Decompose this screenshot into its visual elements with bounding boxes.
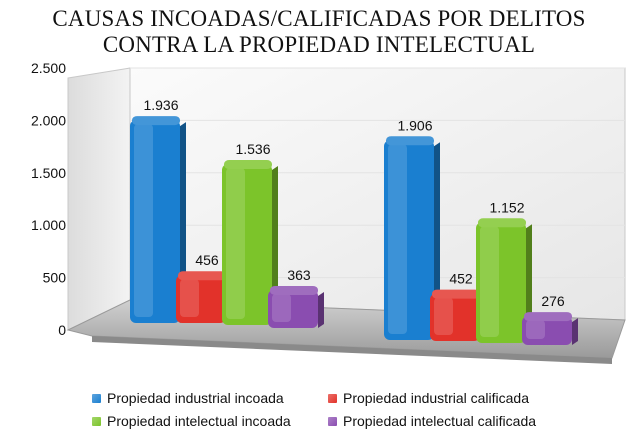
bar-top <box>478 218 526 228</box>
bar <box>384 136 440 340</box>
y-tick-label: 2.000 <box>31 112 66 128</box>
y-tick-label: 1.500 <box>31 165 66 181</box>
legend-item: Propiedad intelectual calificada <box>328 413 588 429</box>
legend-label: Propiedad intelectual incoada <box>107 413 291 429</box>
y-tick-label: 0 <box>58 322 66 338</box>
bar-top <box>224 160 272 170</box>
legend-swatch <box>328 416 337 426</box>
y-axis: 0 500 1.000 1.500 2.000 2.500 <box>31 60 66 338</box>
y-tick-label: 500 <box>43 270 67 286</box>
bar-highlight <box>226 168 245 319</box>
legend-label: Propiedad industrial calificada <box>343 390 529 406</box>
bar <box>130 116 186 323</box>
bar <box>268 285 324 328</box>
bar-side <box>572 318 578 345</box>
bar-chart: 0 500 1.000 1.500 2.000 2.500 1.936 1.906 456 45… <box>31 60 626 364</box>
legend-label: Propiedad intelectual calificada <box>343 413 537 429</box>
y-tick-label: 2.500 <box>31 60 66 76</box>
legend: Propiedad industrial incoada Propiedad in… <box>92 390 612 429</box>
bar <box>522 312 578 345</box>
floor-front-edge <box>92 336 612 364</box>
bar-side <box>272 166 278 325</box>
bar-top <box>270 285 318 295</box>
bar-top <box>178 271 226 281</box>
bar <box>222 160 278 325</box>
data-label: 452 <box>449 271 473 287</box>
data-label: 363 <box>287 267 311 283</box>
bar-highlight <box>272 293 291 322</box>
legend-item: Propiedad industrial incoada <box>92 390 328 406</box>
chart-title-line-2: CONTRA LA PROPIEDAD INTELECTUAL <box>102 32 536 57</box>
data-label: 1.536 <box>235 141 270 157</box>
bar-highlight <box>388 144 407 334</box>
bar-highlight <box>480 226 499 337</box>
data-labels: 1.936 1.906 456 452 1.536 1.152 363 276 <box>143 97 564 309</box>
bar-side <box>318 291 324 328</box>
bar-top <box>432 289 480 299</box>
data-label: 1.152 <box>489 199 524 215</box>
bar-highlight <box>134 124 153 317</box>
data-label: 1.936 <box>143 97 178 113</box>
bar-top <box>386 136 434 146</box>
data-label: 1.906 <box>397 117 432 133</box>
legend-swatch <box>92 393 101 403</box>
data-label: 276 <box>541 293 565 309</box>
legend-item: Propiedad industrial calificada <box>328 390 588 406</box>
bar-highlight <box>434 297 453 335</box>
legend-item: Propiedad intelectual incoada <box>92 413 328 429</box>
bar-top <box>524 312 572 322</box>
legend-swatch <box>328 393 337 403</box>
bar-top <box>132 116 180 126</box>
y-tick-label: 1.000 <box>31 217 66 233</box>
legend-swatch <box>92 416 101 426</box>
bar-highlight <box>526 320 545 339</box>
chart-title-line-1: CAUSAS INCOADAS/CALIFICADAS POR DELITOS <box>52 6 586 31</box>
bar-highlight <box>180 279 199 317</box>
data-label: 456 <box>195 252 219 268</box>
bar <box>476 218 532 343</box>
legend-label: Propiedad industrial incoada <box>107 390 284 406</box>
bars <box>130 116 578 345</box>
chart-title: CAUSAS INCOADAS/CALIFICADAS POR DELITOS … <box>0 6 638 58</box>
side-wall <box>67 67 131 331</box>
